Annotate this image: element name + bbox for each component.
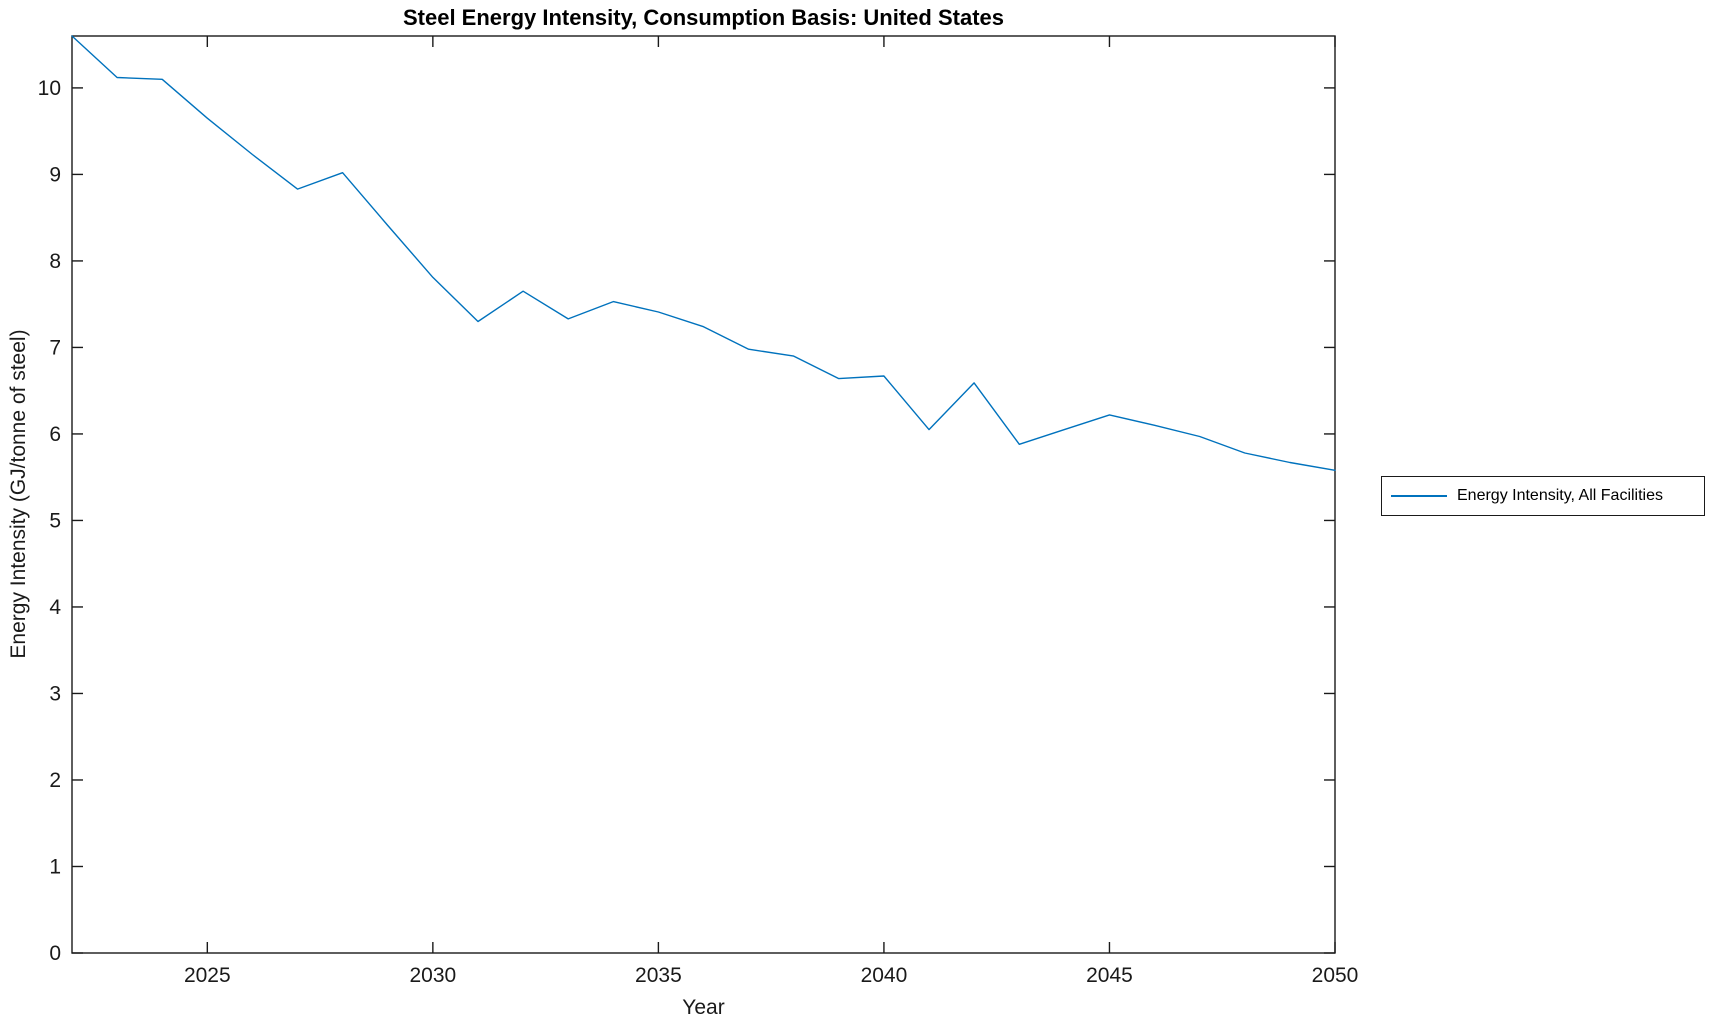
- y-tick-label: 5: [49, 509, 61, 532]
- y-tick-label: 0: [49, 942, 61, 965]
- x-axis-label: Year: [682, 996, 725, 1019]
- axes-box: [71, 35, 1336, 954]
- x-tick-label: 2045: [1086, 964, 1133, 987]
- y-tick-label: 2: [49, 769, 61, 792]
- x-tick-label: 2050: [1312, 964, 1359, 987]
- legend-box: Energy Intensity, All Facilities: [1381, 476, 1705, 516]
- y-tick-label: 6: [49, 423, 61, 446]
- x-tick-label: 2035: [635, 964, 682, 987]
- x-tick-label: 2025: [184, 964, 231, 987]
- y-tick-label: 10: [38, 77, 61, 100]
- y-tick-label: 4: [49, 596, 61, 619]
- y-tick-label: 1: [49, 855, 61, 878]
- legend-entry-label: Energy Intensity, All Facilities: [1457, 487, 1664, 504]
- y-tick-label: 8: [49, 250, 61, 273]
- series-line-energy-intensity-all-facilities: [71, 35, 1336, 471]
- legend-line-sample-icon: [1391, 495, 1447, 497]
- y-tick-label: 7: [49, 336, 61, 359]
- y-axis-label: Energy Intensity (GJ/tonne of steel): [7, 329, 30, 659]
- x-tick-label: 2030: [409, 964, 456, 987]
- chart-title: Steel Energy Intensity, Consumption Basi…: [402, 5, 1005, 30]
- x-tick-label: 2040: [861, 964, 908, 987]
- y-tick-label: 3: [49, 682, 61, 705]
- y-tick-label: 9: [49, 163, 61, 186]
